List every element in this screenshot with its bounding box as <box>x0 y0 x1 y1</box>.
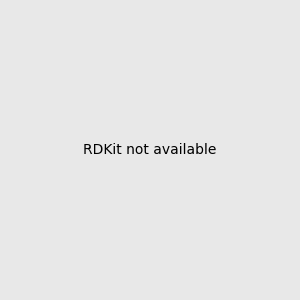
Text: RDKit not available: RDKit not available <box>83 143 217 157</box>
